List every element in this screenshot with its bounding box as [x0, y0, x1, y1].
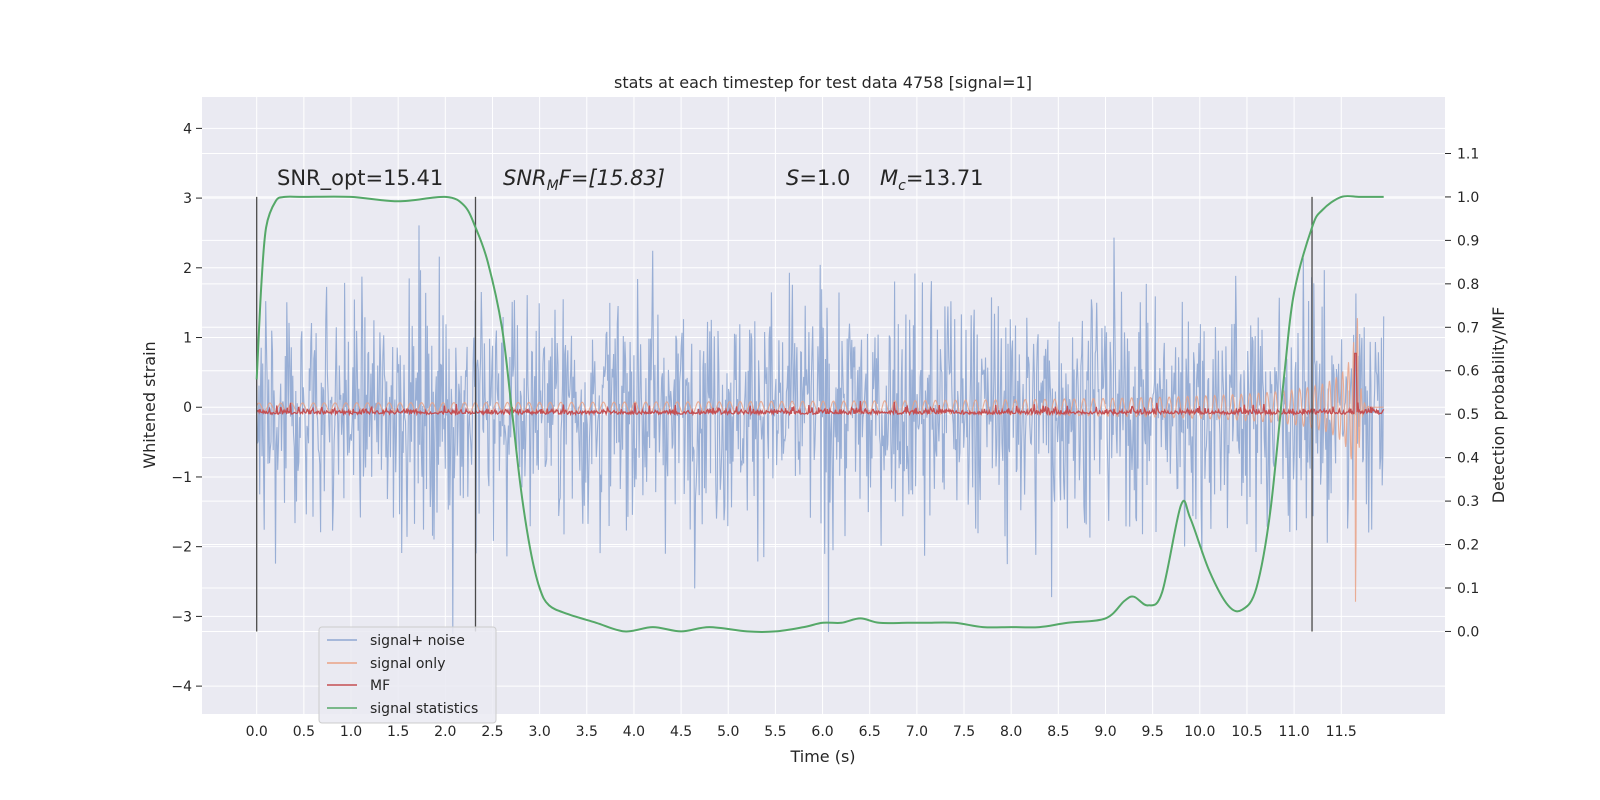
legend-label-signal-noise: signal+ noise: [370, 633, 465, 649]
x-tick-label: 7.5: [953, 724, 975, 740]
y-axis-label: Whitened strain: [140, 341, 159, 468]
x-tick-label: 1.0: [340, 724, 362, 740]
x-tick-label: 8.5: [1047, 724, 1069, 740]
signal-only-line: [256, 318, 1384, 602]
y-right-tick-label: 0.2: [1457, 538, 1479, 554]
y-tick-label: 3: [183, 191, 192, 207]
x-tick-label: 7.0: [906, 724, 928, 740]
y-right-tick-label: 0.7: [1457, 320, 1479, 336]
x-tick-label: 11.0: [1279, 724, 1310, 740]
legend: signal+ noise signal only MF signal stat…: [318, 626, 497, 724]
chart-title: stats at each timestep for test data 475…: [614, 73, 1032, 92]
x-tick-label: 2.5: [481, 724, 503, 740]
y-right-tick-label: 0.5: [1457, 407, 1479, 423]
legend-label-signal-only: signal only: [370, 656, 445, 672]
mf-series: [256, 352, 1385, 417]
y-tick-label: −1: [171, 470, 192, 486]
signal-statistics-series: [255, 194, 1384, 633]
y-right-tick-label: 0.1: [1457, 581, 1479, 597]
annotation-mc: Mc=13.71: [880, 166, 984, 194]
x-tick-label: 9.5: [1142, 724, 1164, 740]
grid: [202, 97, 1445, 714]
y-right-tick-label: 0.8: [1457, 277, 1479, 293]
y-right-tick-label: 0.0: [1457, 624, 1479, 640]
x-tick-label: 4.0: [623, 724, 645, 740]
signal-noise-line: [256, 225, 1385, 634]
x-tick-label: 0.5: [293, 724, 315, 740]
signal-noise-series: [256, 225, 1385, 634]
x-tick-label: 2.0: [434, 724, 456, 740]
x-tick-label: 5.0: [717, 724, 739, 740]
x-tick-label: 11.5: [1326, 724, 1357, 740]
tick-labels: 0.0 0.5 1.0 1.5 2.0 2.5 3.0 3.5 4.0 4.5 5.0 5.5 6.0 6…: [171, 121, 1479, 740]
y-tick-label: 2: [183, 261, 192, 277]
mf-line: [256, 352, 1385, 417]
x-tick-label: 5.5: [764, 724, 786, 740]
y-axis-right-label: Detection probability/MF: [1489, 307, 1508, 504]
y-right-tick-label: 0.4: [1457, 451, 1479, 467]
x-tick-label: 1.5: [387, 724, 409, 740]
y-right-tick-label: 1.0: [1457, 190, 1479, 206]
vertical-lines: [256, 196, 1313, 632]
y-tick-label: −2: [171, 540, 192, 556]
y-right-tick-label: 1.1: [1457, 146, 1479, 162]
x-tick-label: 4.5: [670, 724, 692, 740]
annotation-snr-mf: SNRMF=[15.83]: [503, 166, 665, 194]
x-tick-label: 3.5: [576, 724, 598, 740]
x-tick-label: 8.0: [1000, 724, 1022, 740]
y-tick-label: −3: [171, 609, 192, 625]
y-right-tick-label: 0.9: [1457, 233, 1479, 249]
y-tick-label: 0: [183, 400, 192, 416]
x-tick-label: 10.5: [1231, 724, 1262, 740]
x-tick-label: 3.0: [528, 724, 550, 740]
x-tick-label: 6.5: [859, 724, 881, 740]
x-tick-label: 6.0: [811, 724, 833, 740]
y-right-tick-label: 0.3: [1457, 494, 1479, 510]
y-right-tick-label: 0.6: [1457, 364, 1479, 380]
y-tick-label: 4: [183, 121, 192, 137]
annotations: SNR_opt=15.41 SNRMF=[15.83] S=1.0 Mc=13.…: [277, 166, 984, 194]
x-tick-label: 0.0: [246, 724, 268, 740]
annotation-s: S=1.0: [786, 166, 850, 190]
signal-only-series: [256, 318, 1384, 602]
legend-label-mf: MF: [370, 678, 390, 694]
y-tick-label: 1: [183, 331, 192, 347]
x-axis-label: Time (s): [789, 747, 855, 766]
x-tick-label: 9.0: [1094, 724, 1116, 740]
x-tick-label: 10.0: [1184, 724, 1215, 740]
annotation-snr-opt: SNR_opt=15.41: [277, 166, 443, 191]
legend-label-signal-statistics: signal statistics: [370, 701, 478, 717]
legend-box: [318, 626, 497, 724]
y-tick-label: −4: [171, 679, 192, 695]
signal-statistics-line: [255, 194, 1384, 633]
